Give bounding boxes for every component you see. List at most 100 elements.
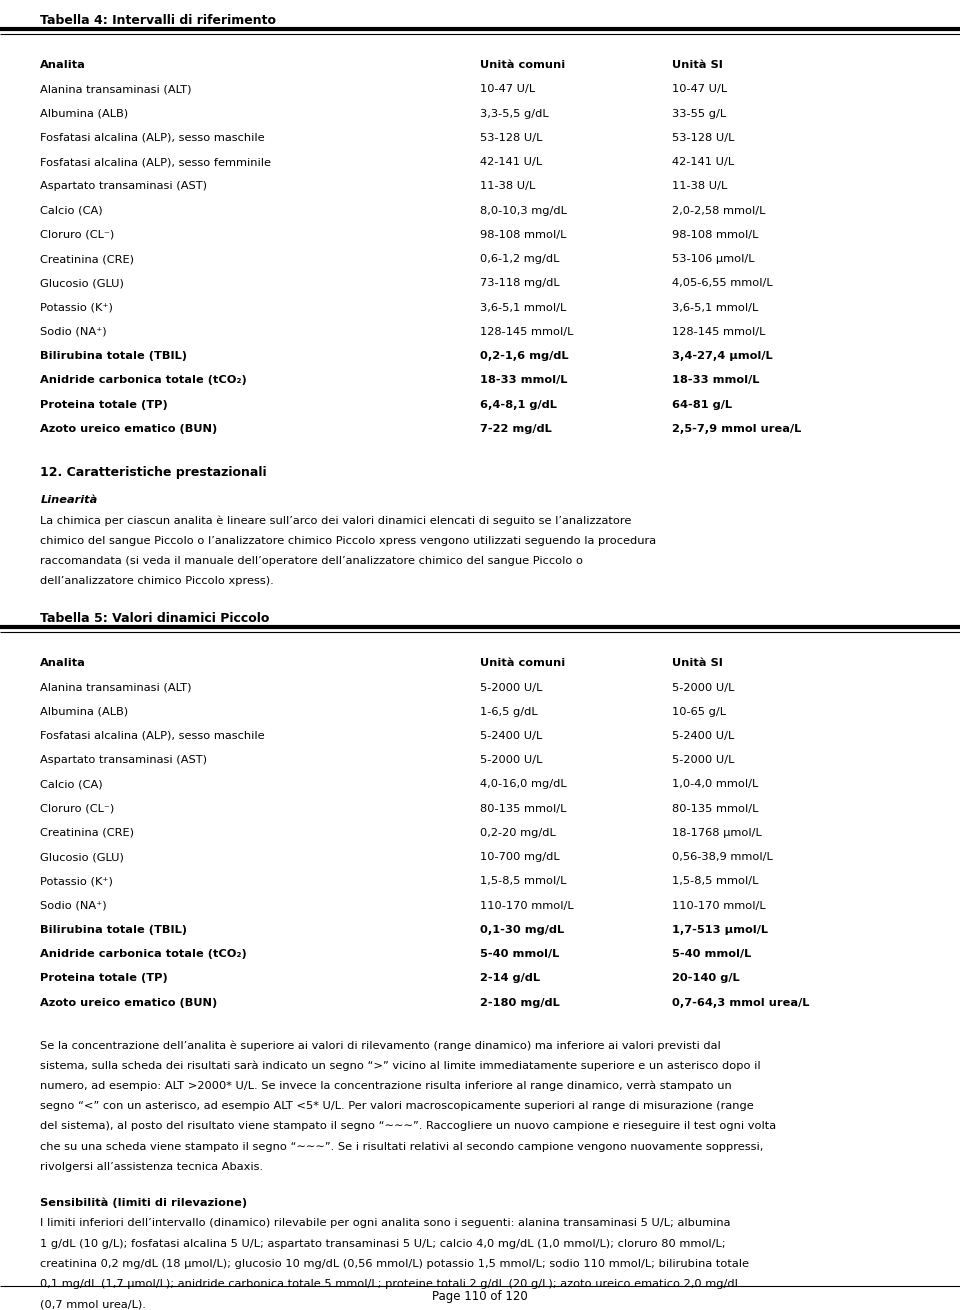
Text: Cloruro (CL⁻): Cloruro (CL⁻)	[40, 229, 114, 240]
Text: Fosfatasi alcalina (ALP), sesso maschile: Fosfatasi alcalina (ALP), sesso maschile	[40, 132, 265, 143]
Text: Calcio (CA): Calcio (CA)	[40, 779, 103, 790]
Text: Azoto ureico ematico (BUN): Azoto ureico ematico (BUN)	[40, 423, 218, 434]
Text: Unità SI: Unità SI	[672, 658, 723, 668]
Text: 3,3-5,5 g/dL: 3,3-5,5 g/dL	[480, 109, 548, 119]
Text: 0,2-1,6 mg/dL: 0,2-1,6 mg/dL	[480, 351, 568, 362]
Text: 7-22 mg/dL: 7-22 mg/dL	[480, 423, 552, 434]
Text: 5-2000 U/L: 5-2000 U/L	[672, 683, 734, 693]
Text: 80-135 mmol/L: 80-135 mmol/L	[672, 803, 758, 814]
Text: Alanina transaminasi (ALT): Alanina transaminasi (ALT)	[40, 683, 192, 693]
Text: 18-33 mmol/L: 18-33 mmol/L	[672, 375, 759, 385]
Text: Analita: Analita	[40, 658, 86, 668]
Text: 53-128 U/L: 53-128 U/L	[672, 132, 734, 143]
Text: 3,6-5,1 mmol/L: 3,6-5,1 mmol/L	[480, 303, 566, 313]
Text: Linearità: Linearità	[40, 495, 98, 506]
Text: 10-47 U/L: 10-47 U/L	[672, 84, 727, 94]
Text: Creatinina (CRE): Creatinina (CRE)	[40, 828, 134, 838]
Text: Bilirubina totale (TBIL): Bilirubina totale (TBIL)	[40, 351, 187, 362]
Text: Anidride carbonica totale (tCO₂): Anidride carbonica totale (tCO₂)	[40, 948, 247, 959]
Text: 20-140 g/L: 20-140 g/L	[672, 973, 739, 984]
Text: Sensibilità (limiti di rilevazione): Sensibilità (limiti di rilevazione)	[40, 1197, 248, 1209]
Text: Tabella 5: Valori dinamici Piccolo: Tabella 5: Valori dinamici Piccolo	[40, 612, 270, 625]
Text: 0,2-20 mg/dL: 0,2-20 mg/dL	[480, 828, 556, 838]
Text: Glucosio (GLU): Glucosio (GLU)	[40, 852, 124, 862]
Text: 12. Caratteristiche prestazionali: 12. Caratteristiche prestazionali	[40, 466, 267, 479]
Text: La chimica per ciascun analita è lineare sull’arco dei valori dinamici elencati : La chimica per ciascun analita è lineare…	[40, 515, 632, 527]
Text: 128-145 mmol/L: 128-145 mmol/L	[672, 326, 765, 337]
Text: 1,5-8,5 mmol/L: 1,5-8,5 mmol/L	[672, 876, 758, 887]
Text: 8,0-10,3 mg/dL: 8,0-10,3 mg/dL	[480, 206, 566, 216]
Text: 3,6-5,1 mmol/L: 3,6-5,1 mmol/L	[672, 303, 758, 313]
Text: Tabella 4: Intervalli di riferimento: Tabella 4: Intervalli di riferimento	[40, 14, 276, 28]
Text: del sistema), al posto del risultato viene stampato il segno “∼∼∼”. Raccogliere : del sistema), al posto del risultato vie…	[40, 1121, 777, 1132]
Text: Unità SI: Unità SI	[672, 60, 723, 71]
Text: 11-38 U/L: 11-38 U/L	[672, 181, 728, 191]
Text: 10-700 mg/dL: 10-700 mg/dL	[480, 852, 560, 862]
Text: 33-55 g/L: 33-55 g/L	[672, 109, 726, 119]
Text: 1-6,5 g/dL: 1-6,5 g/dL	[480, 706, 538, 717]
Text: Anidride carbonica totale (tCO₂): Anidride carbonica totale (tCO₂)	[40, 375, 247, 385]
Text: 10-65 g/L: 10-65 g/L	[672, 706, 726, 717]
Text: Sodio (NA⁺): Sodio (NA⁺)	[40, 900, 107, 910]
Text: 0,1-30 mg/dL: 0,1-30 mg/dL	[480, 925, 564, 935]
Text: Sodio (NA⁺): Sodio (NA⁺)	[40, 326, 107, 337]
Text: 128-145 mmol/L: 128-145 mmol/L	[480, 326, 573, 337]
Text: Unità comuni: Unità comuni	[480, 60, 565, 71]
Text: 53-106 μmol/L: 53-106 μmol/L	[672, 254, 755, 265]
Text: 110-170 mmol/L: 110-170 mmol/L	[672, 900, 766, 910]
Text: Aspartato transaminasi (AST): Aspartato transaminasi (AST)	[40, 755, 207, 765]
Text: Unità comuni: Unità comuni	[480, 658, 565, 668]
Text: 11-38 U/L: 11-38 U/L	[480, 181, 536, 191]
Text: 110-170 mmol/L: 110-170 mmol/L	[480, 900, 574, 910]
Text: 4,05-6,55 mmol/L: 4,05-6,55 mmol/L	[672, 278, 773, 288]
Text: Fosfatasi alcalina (ALP), sesso maschile: Fosfatasi alcalina (ALP), sesso maschile	[40, 731, 265, 741]
Text: 5-2000 U/L: 5-2000 U/L	[672, 755, 734, 765]
Text: Azoto ureico ematico (BUN): Azoto ureico ematico (BUN)	[40, 997, 218, 1007]
Text: Analita: Analita	[40, 60, 86, 71]
Text: dell’analizzatore chimico Piccolo xpress).: dell’analizzatore chimico Piccolo xpress…	[40, 576, 274, 587]
Text: Se la concentrazione dell’analita è superiore ai valori di rilevamento (range di: Se la concentrazione dell’analita è supe…	[40, 1040, 721, 1051]
Text: 5-2000 U/L: 5-2000 U/L	[480, 755, 542, 765]
Text: Calcio (CA): Calcio (CA)	[40, 206, 103, 216]
Text: 80-135 mmol/L: 80-135 mmol/L	[480, 803, 566, 814]
Text: 0,1 mg/dL (1,7 μmol/L); anidride carbonica totale 5 mmol/L; proteine totali 2 g/: 0,1 mg/dL (1,7 μmol/L); anidride carboni…	[40, 1279, 741, 1289]
Text: 5-2000 U/L: 5-2000 U/L	[480, 683, 542, 693]
Text: 10-47 U/L: 10-47 U/L	[480, 84, 535, 94]
Text: 42-141 U/L: 42-141 U/L	[672, 157, 734, 168]
Text: 6,4-8,1 g/dL: 6,4-8,1 g/dL	[480, 400, 557, 410]
Text: Fosfatasi alcalina (ALP), sesso femminile: Fosfatasi alcalina (ALP), sesso femminil…	[40, 157, 272, 168]
Text: Albumina (ALB): Albumina (ALB)	[40, 706, 129, 717]
Text: 0,56-38,9 mmol/L: 0,56-38,9 mmol/L	[672, 852, 773, 862]
Text: 2,5-7,9 mmol urea/L: 2,5-7,9 mmol urea/L	[672, 423, 802, 434]
Text: I limiti inferiori dell’intervallo (dinamico) rilevabile per ogni analita sono i: I limiti inferiori dell’intervallo (dina…	[40, 1218, 731, 1229]
Text: 1,5-8,5 mmol/L: 1,5-8,5 mmol/L	[480, 876, 566, 887]
Text: Albumina (ALB): Albumina (ALB)	[40, 109, 129, 119]
Text: che su una scheda viene stampato il segno “∼∼∼”. Se i risultati relativi al seco: che su una scheda viene stampato il segn…	[40, 1141, 764, 1151]
Text: 18-33 mmol/L: 18-33 mmol/L	[480, 375, 567, 385]
Text: sistema, sulla scheda dei risultati sarà indicato un segno “>” vicino al limite : sistema, sulla scheda dei risultati sarà…	[40, 1060, 761, 1072]
Text: Potassio (K⁺): Potassio (K⁺)	[40, 303, 113, 313]
Text: 42-141 U/L: 42-141 U/L	[480, 157, 542, 168]
Text: 5-40 mmol/L: 5-40 mmol/L	[672, 948, 752, 959]
Text: Proteina totale (TP): Proteina totale (TP)	[40, 400, 168, 410]
Text: 0,6-1,2 mg/dL: 0,6-1,2 mg/dL	[480, 254, 560, 265]
Text: 64-81 g/L: 64-81 g/L	[672, 400, 732, 410]
Text: Bilirubina totale (TBIL): Bilirubina totale (TBIL)	[40, 925, 187, 935]
Text: 53-128 U/L: 53-128 U/L	[480, 132, 542, 143]
Text: Potassio (K⁺): Potassio (K⁺)	[40, 876, 113, 887]
Text: 2-14 g/dL: 2-14 g/dL	[480, 973, 540, 984]
Text: 3,4-27,4 μmol/L: 3,4-27,4 μmol/L	[672, 351, 773, 362]
Text: 98-108 mmol/L: 98-108 mmol/L	[480, 229, 566, 240]
Text: raccomandata (si veda il manuale dell’operatore dell’analizzatore chimico del sa: raccomandata (si veda il manuale dell’op…	[40, 555, 584, 566]
Text: chimico del sangue Piccolo o l’analizzatore chimico Piccolo xpress vengono utili: chimico del sangue Piccolo o l’analizzat…	[40, 536, 657, 546]
Text: 1 g/dL (10 g/L); fosfatasi alcalina 5 U/L; aspartato transaminasi 5 U/L; calcio : 1 g/dL (10 g/L); fosfatasi alcalina 5 U/…	[40, 1238, 726, 1248]
Text: Aspartato transaminasi (AST): Aspartato transaminasi (AST)	[40, 181, 207, 191]
Text: Glucosio (GLU): Glucosio (GLU)	[40, 278, 124, 288]
Text: Cloruro (CL⁻): Cloruro (CL⁻)	[40, 803, 114, 814]
Text: 5-2400 U/L: 5-2400 U/L	[672, 731, 734, 741]
Text: 2,0-2,58 mmol/L: 2,0-2,58 mmol/L	[672, 206, 765, 216]
Text: 5-40 mmol/L: 5-40 mmol/L	[480, 948, 560, 959]
Text: 4,0-16,0 mg/dL: 4,0-16,0 mg/dL	[480, 779, 566, 790]
Text: segno “<” con un asterisco, ad esempio ALT <5* U/L. Per valori macroscopicamente: segno “<” con un asterisco, ad esempio A…	[40, 1100, 754, 1111]
Text: 73-118 mg/dL: 73-118 mg/dL	[480, 278, 560, 288]
